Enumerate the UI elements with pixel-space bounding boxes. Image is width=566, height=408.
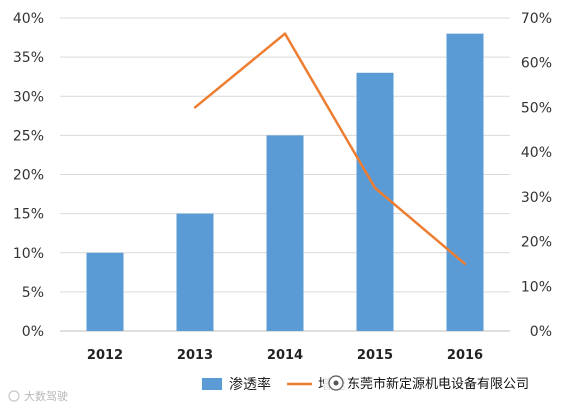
category-tick-label: 2012 <box>87 348 123 363</box>
left-axis-tick-label: 0% <box>22 324 44 340</box>
line-path <box>194 32 466 265</box>
watermark-company-bg <box>324 372 564 394</box>
left-axis-tick-label: 25% <box>13 128 44 144</box>
right-axis-tick-label: 40% <box>521 145 552 161</box>
line-point <box>283 32 287 35</box>
watermark-logo-icon <box>8 390 20 402</box>
right-axis-tick-label: 10% <box>521 279 552 295</box>
bar <box>86 252 124 331</box>
legend-bar-label: 渗透率 <box>229 376 271 393</box>
bar <box>176 213 214 331</box>
line-point <box>193 106 197 109</box>
category-tick-label: 2013 <box>177 348 213 363</box>
line-point <box>463 262 467 266</box>
category-axis-ticks: 2012 2013 2014 2015 2016 <box>87 348 483 363</box>
left-axis-tick-label: 15% <box>13 207 44 223</box>
left-axis-tick-label: 40% <box>13 11 44 27</box>
right-axis-tick-label: 70% <box>521 11 552 27</box>
bar-series <box>86 33 484 332</box>
left-axis-ticks: 0% 5% 10% 15% 20% 25% 30% 35% 40% <box>13 11 44 340</box>
line-point <box>373 186 377 190</box>
right-axis-tick-label: 20% <box>521 235 552 251</box>
wechat-logo-dot-icon <box>333 380 339 386</box>
bar <box>266 135 304 331</box>
left-axis-tick-label: 35% <box>13 50 44 66</box>
category-tick-label: 2016 <box>447 348 483 363</box>
watermark-overlay: 大数驾驶 东莞市新定源机电设备有限公司 <box>8 372 564 403</box>
category-tick-label: 2014 <box>267 348 303 363</box>
right-axis-tick-label: 60% <box>521 56 552 72</box>
right-axis-tick-label: 50% <box>521 100 552 116</box>
right-axis-tick-label: 0% <box>530 324 552 340</box>
bar <box>446 33 484 332</box>
right-axis-tick-label: 30% <box>521 190 552 206</box>
legend-bar-swatch <box>202 378 222 390</box>
watermark-left: 大数驾驶 <box>8 389 68 403</box>
left-axis-tick-label: 10% <box>13 246 44 262</box>
left-axis-tick-label: 5% <box>22 285 44 301</box>
left-axis-tick-label: 30% <box>13 89 44 105</box>
watermark-company: 东莞市新定源机电设备有限公司 <box>324 372 564 394</box>
watermark-company-text: 东莞市新定源机电设备有限公司 <box>347 376 529 392</box>
line-series <box>193 32 467 266</box>
left-axis-tick-label: 20% <box>13 168 44 184</box>
right-axis-ticks: 0% 10% 20% 30% 40% 50% 60% 70% <box>521 11 552 340</box>
watermark-left-text: 大数驾驶 <box>24 389 68 403</box>
bar <box>356 72 394 332</box>
category-tick-label: 2015 <box>357 348 393 363</box>
